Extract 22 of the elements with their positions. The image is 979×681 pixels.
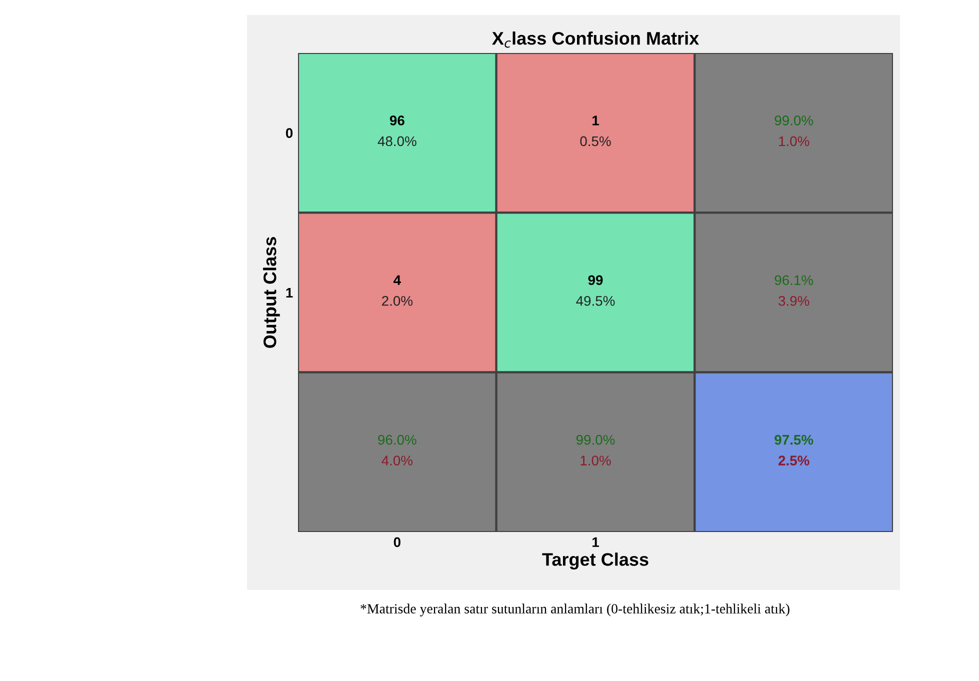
text: *Matrisde yeralan satır sutunların anlamları (0-tehlikesiz atık;1-tehlikeli atık) — [360, 604, 790, 616]
annotation: 0.5% — [580, 136, 611, 146]
y-axis-title: Output Class — [263, 237, 280, 348]
annotation: 2.5% — [778, 456, 810, 466]
annotation: 1.0% — [779, 136, 810, 146]
data-label: 99.0% — [576, 434, 615, 445]
annotation: 2.0% — [382, 296, 412, 306]
data-label: 99.0% — [774, 116, 814, 126]
x-axis-title: Target Class — [542, 552, 648, 570]
data-label: 1 — [592, 116, 599, 126]
text: X$_{c}$lass Confusion Matrix — [492, 31, 699, 48]
annotation: 48.0% — [378, 136, 416, 146]
data-label: 96.1% — [774, 275, 814, 286]
data-label: 97.5% — [774, 434, 814, 445]
data-label: 99 — [588, 275, 603, 286]
annotation: 3.9% — [778, 296, 810, 306]
annotation: 4.0% — [382, 456, 412, 466]
data-label: 4 — [394, 275, 401, 285]
annotation: 49.5% — [576, 296, 615, 306]
annotation: 1.0% — [580, 456, 611, 466]
data-label: 96.0% — [378, 434, 416, 445]
data-label: 96 — [390, 116, 404, 126]
